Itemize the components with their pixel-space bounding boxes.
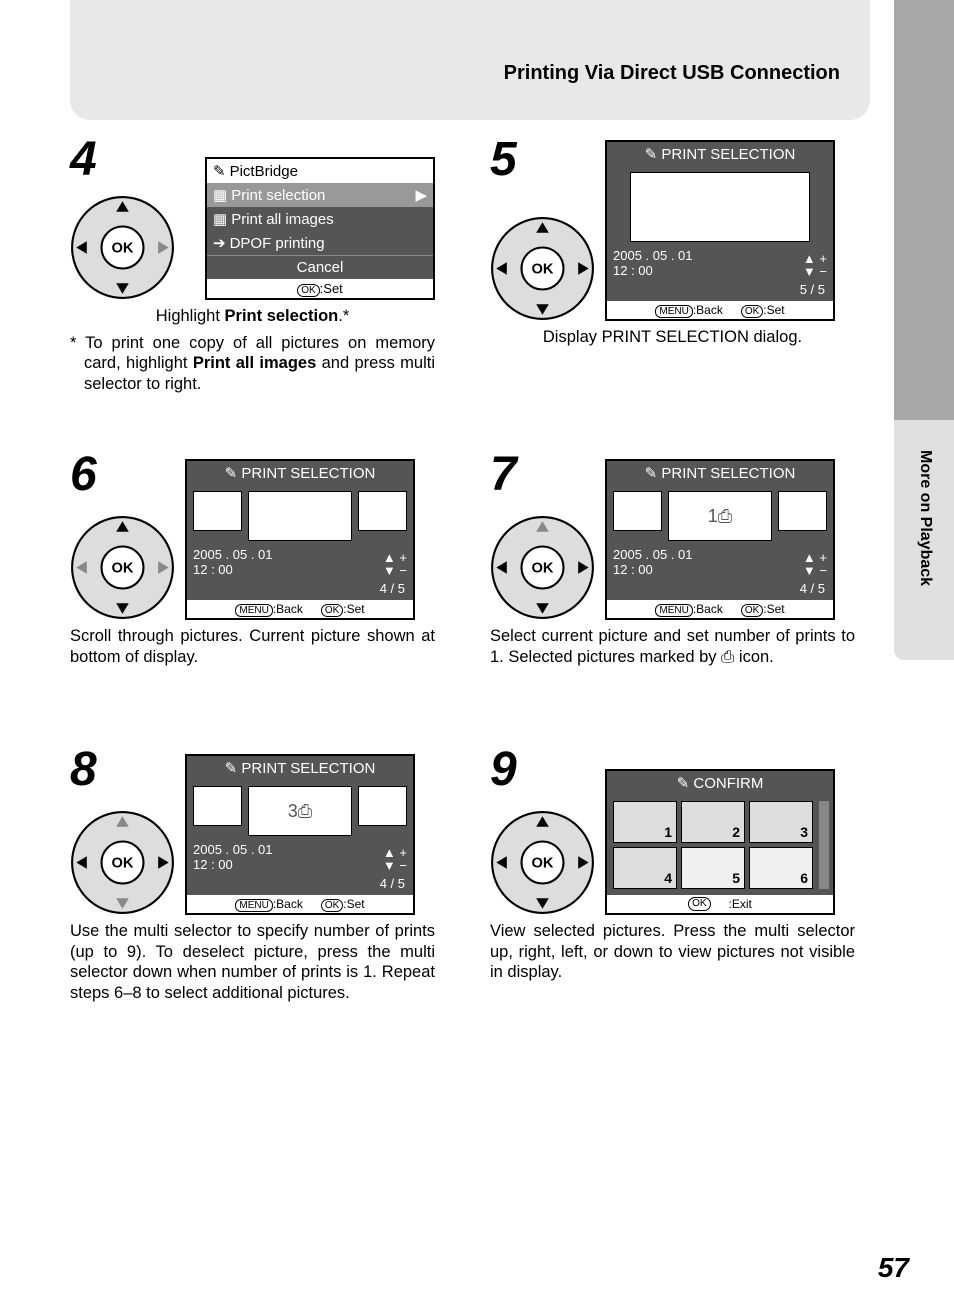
counter: 4 / 5 [380, 581, 405, 596]
multi-selector-icon: OK [490, 515, 595, 620]
screen-info: 2005 . 05 . 0112 : 00 ▲ +▼ − [607, 547, 833, 581]
screen-footer: OK:Exit [607, 895, 833, 913]
chevron-right-icon: ▶ [415, 186, 427, 204]
thumbnail [193, 786, 242, 826]
step-number: 8 [70, 742, 97, 797]
step-number: 4 [70, 132, 97, 187]
thumbnail-selected: 3 ⎙ [248, 786, 352, 836]
screen-title: ✎ PRINT SELECTION [607, 142, 833, 166]
menu-item-dpof: ➔DPOF printing [207, 231, 433, 255]
screen-info: 2005 . 05 . 0112 : 00 ▲ +▼ − [607, 248, 833, 282]
page-title: Printing Via Direct USB Connection [504, 62, 840, 85]
screen-title: ✎ PRINT SELECTION [187, 461, 413, 485]
screen-info: 2005 . 05 . 0112 : 00 ▲ +▼ − [187, 842, 413, 876]
step-5: 5 OK ✎ PRINT SELECTION 2005 . 05 . 0112 … [490, 140, 855, 348]
camera-icon: ✎ [225, 465, 238, 482]
screen-title: ✎ CONFIRM [607, 771, 833, 795]
grid-cell: 5 [681, 847, 745, 889]
thumbnail [630, 172, 810, 242]
svg-text:OK: OK [531, 262, 553, 278]
screen-footer: MENU:BackOK:Set [607, 600, 833, 618]
grid-cell: 2 [681, 801, 745, 843]
plus-minus-icon: ▲ +▼ − [383, 551, 407, 577]
plus-minus-icon: ▲ +▼ − [803, 252, 827, 278]
side-tab-label: More on Playback [916, 450, 934, 586]
counter: 4 / 5 [380, 876, 405, 891]
step-caption: View selected pictures. Press the multi … [490, 921, 855, 983]
screen-title: ✎ PRINT SELECTION [607, 461, 833, 485]
multi-selector-icon: OK [70, 810, 175, 915]
step-number: 5 [490, 132, 517, 187]
thumbnail-selected: 1 ⎙ [668, 491, 772, 541]
thumbnail [193, 491, 242, 531]
svg-text:OK: OK [531, 856, 553, 872]
camera-icon: ✎ [645, 146, 658, 163]
step-caption: Select current picture and set number of… [490, 626, 855, 667]
step-number: 6 [70, 447, 97, 502]
confirm-grid: 1 2 3 4 5 6 [607, 795, 819, 895]
confirm-screen: ✎ CONFIRM 1 2 3 4 5 6 OK:Exit [605, 769, 835, 915]
thumbnail [778, 491, 827, 531]
menu-item-print-all: ▦Print all images [207, 207, 433, 231]
print-selection-screen: ✎ PRINT SELECTION 2005 . 05 . 0112 : 00 … [605, 140, 835, 321]
menu-footer: OK:Set [207, 279, 433, 298]
page-header: Printing Via Direct USB Connection [70, 0, 870, 120]
step-4: 4 OK ✎PictBridge ▦Print selection▶ ▦Prin… [70, 140, 435, 395]
page-edge-dark [894, 0, 954, 420]
camera-icon: ✎ [213, 162, 226, 180]
step-caption: Scroll through pictures. Current picture… [70, 626, 435, 667]
svg-text:OK: OK [111, 241, 133, 257]
thumbnail [358, 491, 407, 531]
step-caption: Display PRINT SELECTION dialog. [490, 327, 855, 348]
print-selection-screen: ✎ PRINT SELECTION 1 ⎙ 2005 . 05 . 0112 :… [605, 459, 835, 620]
menu-title: ✎PictBridge [207, 159, 433, 183]
svg-text:OK: OK [111, 856, 133, 872]
scrollbar [819, 801, 829, 889]
plus-minus-icon: ▲ +▼ − [803, 551, 827, 577]
multi-selector-icon: OK [490, 216, 595, 321]
dpof-icon: ➔ [213, 234, 226, 252]
counter: 5 / 5 [800, 282, 825, 297]
step-7: 7 OK ✎ PRINT SELECTION 1 ⎙ 2005 . 05 . 0… [490, 455, 855, 667]
thumbnail [358, 786, 407, 826]
print-selection-screen: ✎ PRINT SELECTION 3 ⎙ 2005 . 05 . 0112 :… [185, 754, 415, 915]
step-footnote: * To print one copy of all pictures on m… [70, 333, 435, 395]
camera-icon: ✎ [645, 465, 658, 482]
grid-cell: 4 [613, 847, 677, 889]
thumbnail-selected [248, 491, 352, 541]
print-selection-screen: ✎ PRINT SELECTION 2005 . 05 . 0112 : 00 … [185, 459, 415, 620]
svg-text:OK: OK [531, 561, 553, 577]
camera-icon: ✎ [225, 760, 238, 777]
grid-cell: 3 [749, 801, 813, 843]
svg-text:OK: OK [111, 561, 133, 577]
screen-footer: MENU:BackOK:Set [187, 600, 413, 618]
step-8: 8 OK ✎ PRINT SELECTION 3 ⎙ 2005 . 05 . 0… [70, 750, 435, 1004]
step-9: 9 OK ✎ CONFIRM 1 2 3 4 5 6 OK:Exit View … [490, 750, 855, 983]
menu-item-print-selection: ▦Print selection▶ [207, 183, 433, 207]
menu-cancel: Cancel [207, 255, 433, 279]
step-caption: Use the multi selector to specify number… [70, 921, 435, 1004]
screen-footer: MENU:BackOK:Set [187, 895, 413, 913]
thumbnail [613, 491, 662, 531]
grid-cell: 1 [613, 801, 677, 843]
step-number: 9 [490, 742, 517, 797]
grid-cell: 6 [749, 847, 813, 889]
multi-selector-icon: OK [70, 515, 175, 620]
pictbridge-menu: ✎PictBridge ▦Print selection▶ ▦Print all… [205, 157, 435, 300]
plus-minus-icon: ▲ +▼ − [383, 846, 407, 872]
grid-icon: ▦ [213, 186, 227, 204]
grid-icon: ▦ [213, 210, 227, 228]
counter: 4 / 5 [800, 581, 825, 596]
multi-selector-icon: OK [490, 810, 595, 915]
step-number: 7 [490, 447, 517, 502]
screen-info: 2005 . 05 . 0112 : 00 ▲ +▼ − [187, 547, 413, 581]
step-6: 6 OK ✎ PRINT SELECTION 2005 . 05 . 0112 … [70, 455, 435, 667]
page-number: 57 [878, 1252, 909, 1284]
step-caption: Highlight Print selection.* [70, 306, 435, 327]
screen-footer: MENU:BackOK:Set [607, 301, 833, 319]
screen-title: ✎ PRINT SELECTION [187, 756, 413, 780]
camera-icon: ✎ [677, 775, 690, 792]
multi-selector-icon: OK [70, 195, 175, 300]
